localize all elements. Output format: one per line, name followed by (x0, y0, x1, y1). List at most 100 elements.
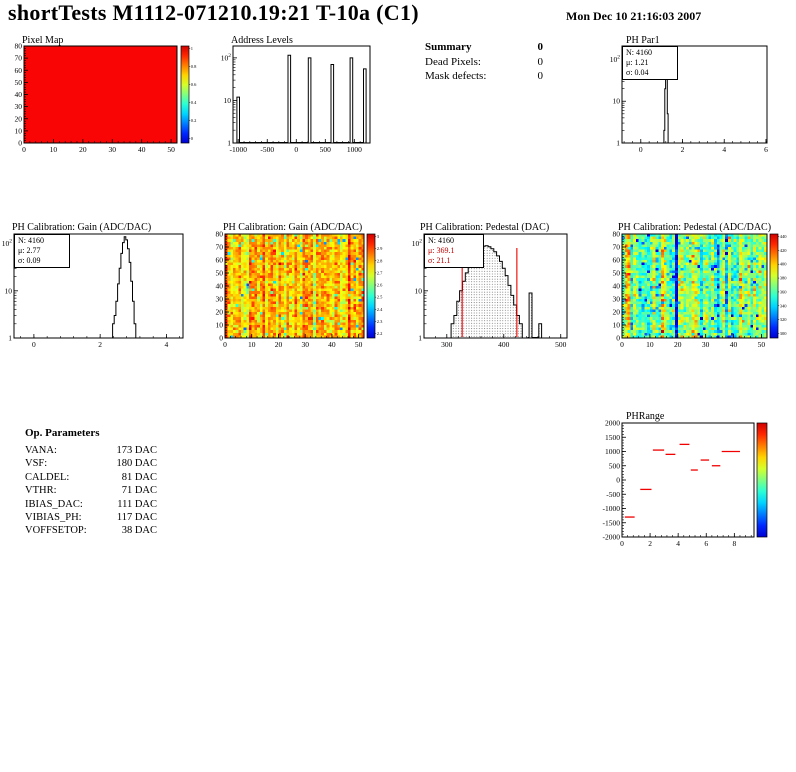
svg-text:40: 40 (730, 340, 738, 349)
stat-sigma: σ: 0.09 (18, 256, 41, 265)
svg-text:102: 102 (2, 239, 13, 249)
svg-text:20: 20 (79, 145, 87, 154)
svg-text:80: 80 (216, 230, 224, 239)
op-parameter-row: VOFFSETOP: 38 DAC (25, 524, 157, 537)
stat-entries: N: 4160 (626, 48, 652, 57)
svg-text:6: 6 (764, 145, 768, 154)
svg-text:500: 500 (555, 340, 567, 349)
svg-text:2000: 2000 (605, 419, 620, 428)
summary-row-value: 0 (537, 70, 544, 82)
op-parameter-value: 38 DAC (121, 525, 157, 537)
svg-text:2.7: 2.7 (377, 270, 383, 275)
svg-text:40: 40 (138, 145, 146, 154)
svg-text:20: 20 (15, 114, 23, 123)
stats-box-pedestal: N: 4160 μ: 369.1 σ: 21.1 (424, 234, 484, 268)
svg-text:-500: -500 (260, 145, 274, 154)
svg-text:50: 50 (758, 340, 766, 349)
chart-title-pedestal-map: PH Calibration: Pedestal (ADC/DAC) (618, 222, 772, 233)
svg-text:10: 10 (50, 145, 58, 154)
svg-text:10: 10 (646, 340, 654, 349)
op-parameter-label: VTHR: (25, 485, 57, 497)
svg-text:50: 50 (613, 269, 621, 278)
svg-text:2: 2 (98, 340, 102, 349)
svg-text:102: 102 (221, 53, 232, 63)
svg-text:440: 440 (780, 234, 788, 239)
svg-text:60: 60 (15, 66, 23, 75)
stat-mean: μ: 1.21 (626, 58, 649, 67)
svg-text:380: 380 (780, 276, 788, 281)
op-parameter-row: VTHR: 71 DAC (25, 484, 157, 497)
svg-text:10: 10 (613, 321, 621, 330)
svg-text:2.5: 2.5 (377, 295, 383, 300)
summary-row-label: Dead Pixels: (425, 55, 481, 68)
stat-entries: N: 4160 (18, 236, 44, 245)
op-parameter-value: 71 DAC (121, 485, 157, 497)
op-parameters-block: Op. Parameters VANA: 173 DAC VSF: 180 DA… (25, 427, 157, 538)
svg-text:1: 1 (418, 334, 422, 343)
svg-text:320: 320 (780, 317, 788, 322)
svg-text:10: 10 (15, 126, 23, 135)
svg-text:0: 0 (620, 340, 624, 349)
svg-text:70: 70 (216, 243, 224, 252)
svg-text:2.8: 2.8 (377, 258, 383, 263)
svg-text:40: 40 (328, 340, 336, 349)
svg-text:-1000: -1000 (603, 504, 621, 513)
op-parameter-row: VIBIAS_PH: 117 DAC (25, 511, 157, 524)
svg-text:60: 60 (613, 256, 621, 265)
svg-text:0: 0 (32, 340, 36, 349)
svg-text:30: 30 (216, 295, 224, 304)
svg-text:10: 10 (224, 96, 232, 105)
op-parameter-label: CALDEL: (25, 471, 70, 483)
svg-text:0.6: 0.6 (191, 82, 197, 87)
page-date: Mon Dec 10 21:16:03 2007 (566, 9, 702, 23)
svg-text:0.4: 0.4 (191, 100, 197, 105)
chart-title-pixel-map: Pixel Map (22, 35, 64, 46)
op-parameter-value: 81 DAC (121, 471, 157, 483)
op-parameter-value: 117 DAC (116, 512, 157, 524)
svg-text:10: 10 (248, 340, 256, 349)
summary-row: Mask defects: 0 (425, 70, 543, 82)
svg-text:20: 20 (674, 340, 682, 349)
stat-entries: N: 4160 (428, 236, 454, 245)
op-parameter-row: IBIAS_DAC: 111 DAC (25, 498, 157, 511)
svg-text:-500: -500 (606, 490, 620, 499)
op-parameter-label: VANA: (25, 445, 57, 456)
op-parameter-row: VSF: 180 DAC (25, 457, 157, 470)
svg-text:60: 60 (216, 256, 224, 265)
op-parameter-value: 173 DAC (116, 445, 157, 456)
svg-text:2: 2 (648, 539, 652, 548)
stat-sigma: σ: 21.1 (428, 256, 451, 265)
svg-text:2: 2 (681, 145, 685, 154)
svg-text:10: 10 (613, 97, 621, 106)
summary-title: Summary (425, 41, 472, 53)
op-parameter-row: CALDEL: 81 DAC (25, 471, 157, 484)
op-parameter-label: VIBIAS_PH: (25, 512, 82, 524)
svg-text:4: 4 (676, 539, 680, 548)
svg-text:0.2: 0.2 (191, 118, 197, 123)
svg-text:102: 102 (412, 239, 423, 249)
svg-text:0: 0 (616, 334, 620, 343)
svg-text:0: 0 (18, 139, 22, 148)
svg-text:0: 0 (191, 136, 194, 141)
svg-text:500: 500 (320, 145, 332, 154)
svg-text:50: 50 (167, 145, 175, 154)
svg-text:1: 1 (8, 334, 12, 343)
svg-text:0: 0 (639, 145, 643, 154)
svg-text:1: 1 (191, 46, 193, 51)
svg-text:0: 0 (22, 145, 26, 154)
op-parameter-label: VSF: (25, 458, 48, 470)
svg-text:3: 3 (377, 234, 380, 239)
op-parameter-value: 111 DAC (117, 498, 157, 510)
svg-text:102: 102 (610, 54, 621, 64)
svg-text:8: 8 (732, 539, 736, 548)
stats-box-ph-par1: N: 4160 μ: 1.21 σ: 0.04 (622, 46, 678, 80)
op-parameter-value: 180 DAC (116, 458, 157, 470)
stat-sigma: σ: 0.04 (626, 68, 649, 77)
svg-text:40: 40 (216, 282, 224, 291)
op-parameters-title: Op. Parameters (25, 427, 100, 439)
svg-text:20: 20 (613, 308, 621, 317)
svg-text:-2000: -2000 (603, 533, 621, 542)
chart-title-ph-range: PHRange (626, 411, 665, 422)
svg-text:300: 300 (780, 331, 788, 336)
